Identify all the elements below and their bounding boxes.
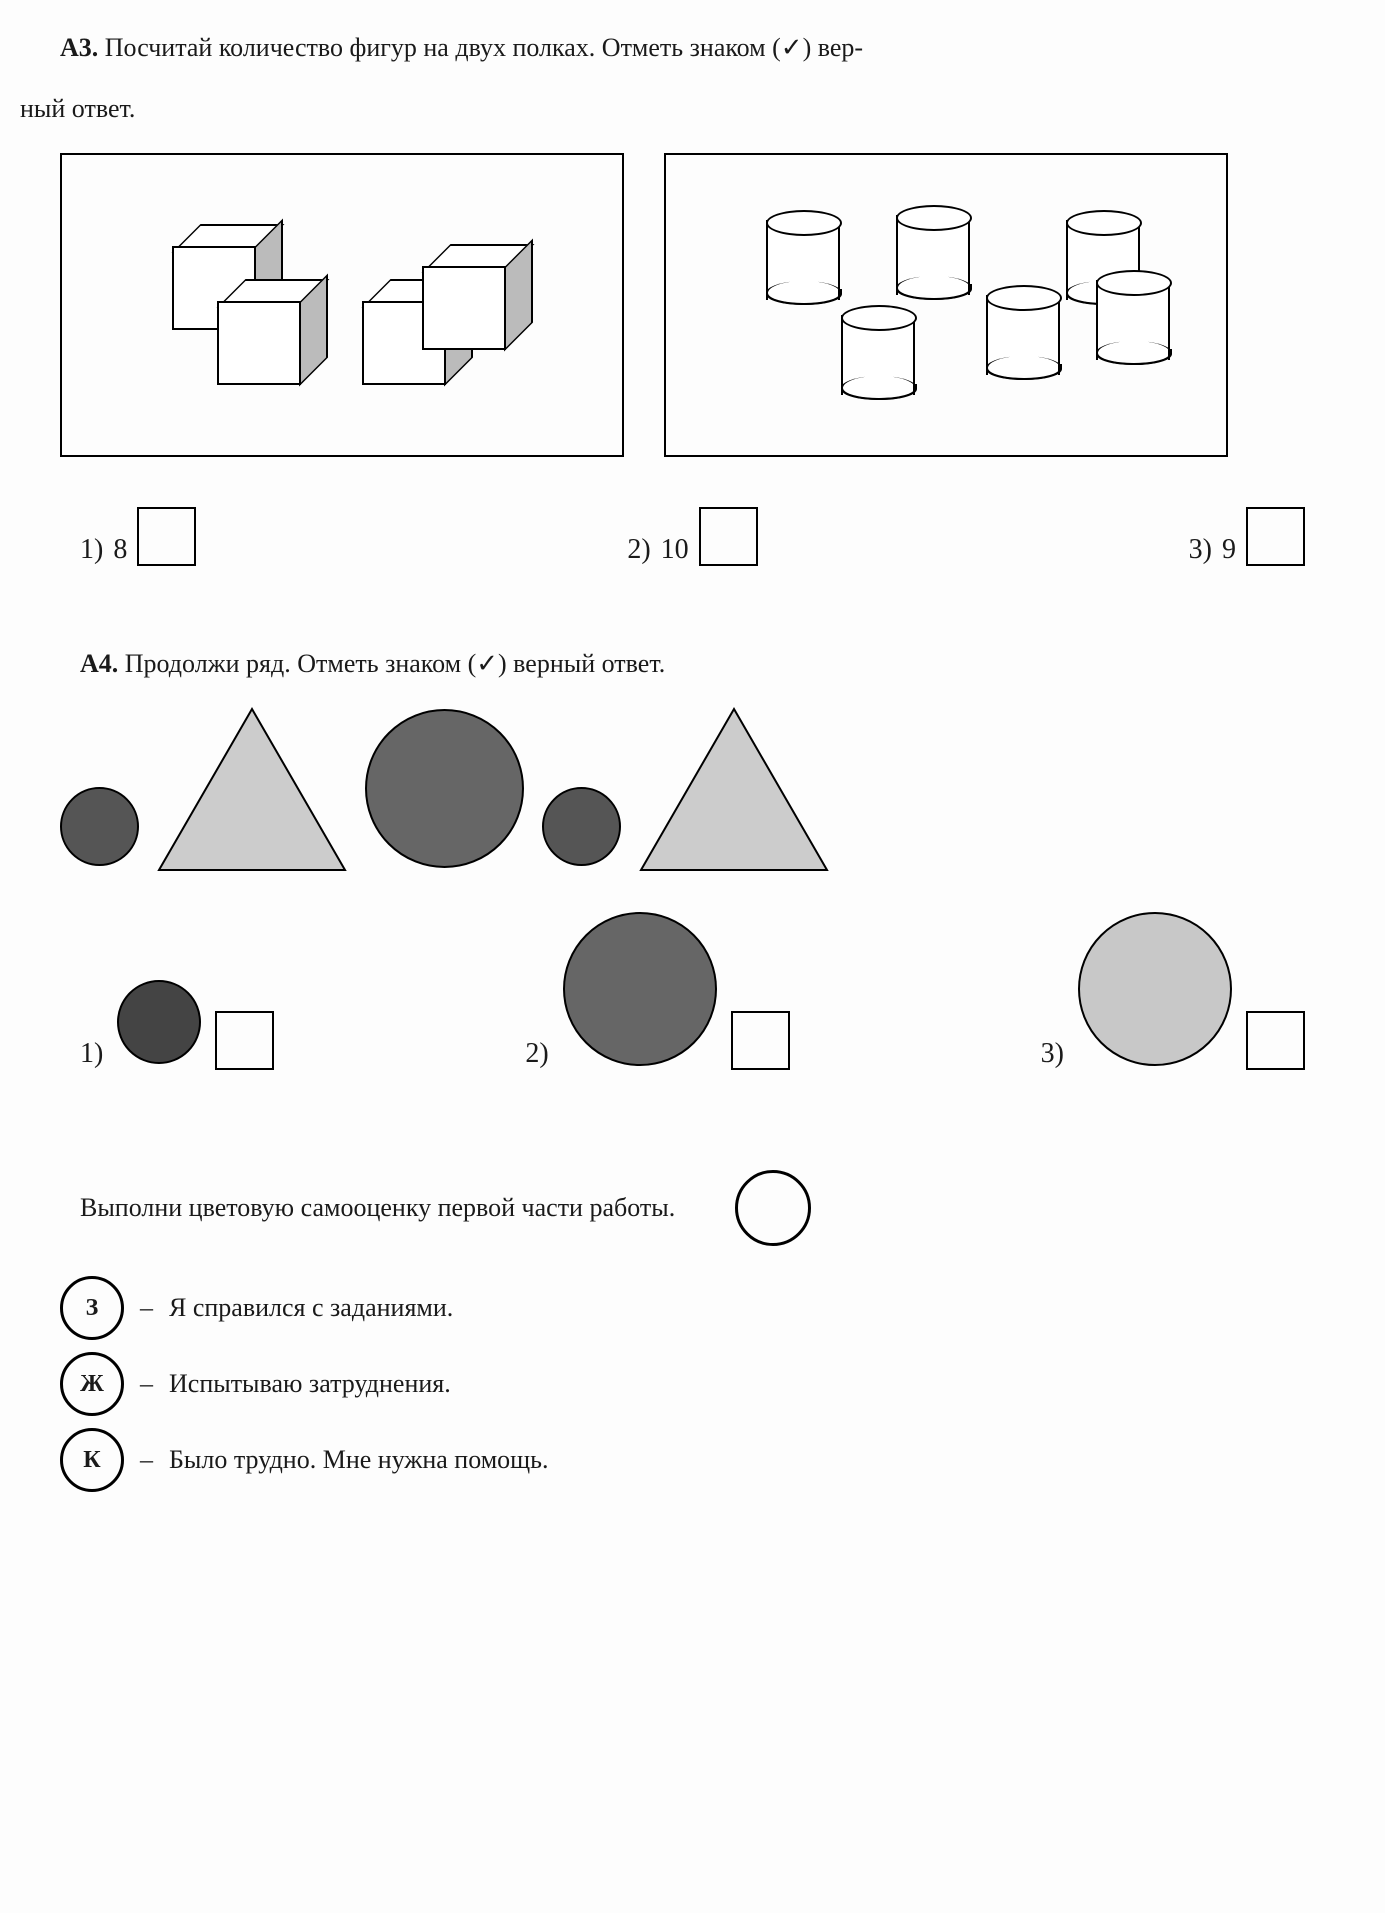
a4-task-text: А4. Продолжи ряд. Отметь знаком (✓) верн…: [80, 646, 1365, 682]
a3-label: А3.: [60, 33, 98, 62]
a4-answer-1: 1): [80, 980, 274, 1070]
legend-dash: –: [140, 1293, 153, 1323]
a3-answer-3: 3) 9: [1189, 507, 1305, 566]
a4-answer-2-num: 2): [525, 1038, 548, 1070]
a4-answer-1-checkbox[interactable]: [215, 1011, 274, 1070]
legend-dash: –: [140, 1369, 153, 1399]
a3-answer-1: 1) 8: [80, 507, 196, 566]
a4-answer-3-num: 3): [1041, 1038, 1064, 1070]
a4-answer-2-shape: [563, 912, 717, 1070]
self-eval-row: Выполни цветовую самооценку первой части…: [80, 1170, 1325, 1246]
a4-label: А4.: [80, 649, 118, 678]
cylinder-shape: [986, 285, 1056, 380]
a3-shelves: [60, 153, 1325, 457]
a3-answer-3-num: 3): [1189, 534, 1212, 566]
a3-answer-1-val: 8: [113, 534, 127, 566]
a4-answer-1-shape: [117, 980, 201, 1070]
a3-answer-2-checkbox[interactable]: [699, 507, 758, 566]
cylinder-shape: [1096, 270, 1166, 365]
a4-text: Продолжи ряд. Отметь знаком (✓) верный о…: [125, 649, 665, 678]
a3-answer-2: 2) 10: [627, 507, 757, 566]
cube-shape: [217, 305, 297, 385]
legend-text: Испытываю затруднения.: [169, 1369, 451, 1399]
a4-answer-3-shape: [1078, 912, 1232, 1070]
pattern-triangle: [639, 707, 829, 872]
a3-task-text-cont: ный ответ.: [20, 91, 1365, 127]
pattern-big-circle: [365, 709, 524, 868]
cylinder-shape: [841, 305, 911, 400]
legend-letter-circle: К: [60, 1428, 124, 1492]
pattern-triangle: [157, 707, 347, 872]
a3-answer-1-checkbox[interactable]: [137, 507, 196, 566]
legend-row: Ж–Испытываю затруднения.: [60, 1352, 1365, 1416]
pattern-small-dark-circle: [542, 787, 621, 866]
legend-letter-circle: Ж: [60, 1352, 124, 1416]
a4-answer-2: 2): [525, 912, 789, 1070]
a4-answer-2-checkbox[interactable]: [731, 1011, 790, 1070]
a4-answer-3-checkbox[interactable]: [1246, 1011, 1305, 1070]
cylinder-shape: [766, 210, 836, 305]
legend-row: К–Было трудно. Мне нужна помощь.: [60, 1428, 1365, 1492]
legend-text: Я справился с заданиями.: [169, 1293, 453, 1323]
cube-shape: [422, 270, 502, 350]
a4-pattern-row: [60, 707, 1325, 872]
self-eval-legend: З–Я справился с заданиями.Ж–Испытываю за…: [20, 1276, 1365, 1492]
a3-task-text: А3. Посчитай количество фигур на двух по…: [60, 30, 1365, 66]
pattern-small-dark-circle: [60, 787, 139, 866]
a4-answer-1-num: 1): [80, 1038, 103, 1070]
legend-row: З–Я справился с заданиями.: [60, 1276, 1365, 1340]
a4-answer-3: 3): [1041, 912, 1305, 1070]
a3-text: Посчитай количество фигур на двух полках…: [105, 33, 863, 62]
self-eval-prompt: Выполни цветовую самооценку первой части…: [80, 1193, 675, 1223]
legend-dash: –: [140, 1445, 153, 1475]
a4-answers: 1) 2) 3): [80, 912, 1305, 1070]
a3-answer-2-val: 10: [661, 534, 689, 566]
a3-shelf-cylinders: [664, 153, 1228, 457]
a3-answer-3-val: 9: [1222, 534, 1236, 566]
a3-answer-1-num: 1): [80, 534, 103, 566]
legend-text: Было трудно. Мне нужна помощь.: [169, 1445, 549, 1475]
a3-answers: 1) 8 2) 10 3) 9: [80, 507, 1305, 566]
a3-shelf-cubes: [60, 153, 624, 457]
legend-letter-circle: З: [60, 1276, 124, 1340]
cylinder-shape: [896, 205, 966, 300]
self-eval-circle[interactable]: [735, 1170, 811, 1246]
a3-answer-2-num: 2): [627, 534, 650, 566]
a3-answer-3-checkbox[interactable]: [1246, 507, 1305, 566]
